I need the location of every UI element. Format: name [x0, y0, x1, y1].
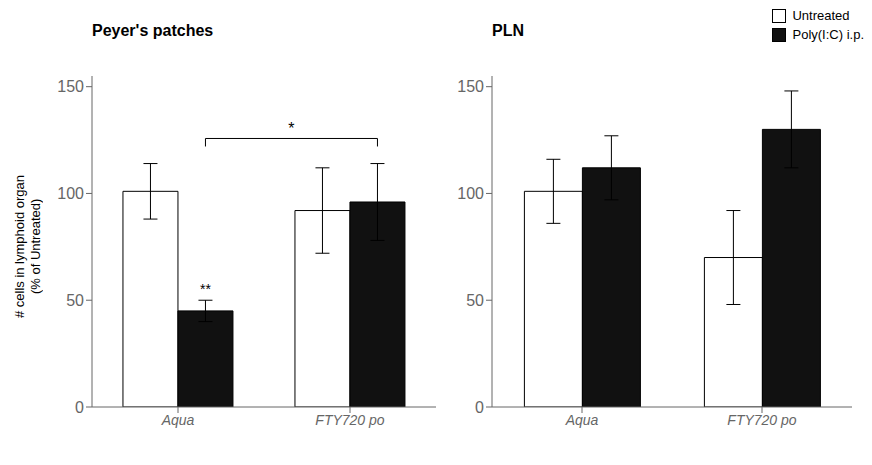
html-text:Untreated: Untreated — [792, 8, 850, 23]
html-text:Poly(I:C) i.p.: Poly(I:C) i.p. — [792, 27, 864, 42]
svg-text:FTY720 po: FTY720 po — [727, 412, 796, 428]
svg-text:**: ** — [200, 281, 211, 297]
svg-text:150: 150 — [57, 78, 84, 95]
svg-text:150: 150 — [457, 78, 484, 95]
svg-text:50: 50 — [66, 292, 84, 309]
svg-text:Aqua: Aqua — [161, 412, 195, 428]
html-text:# cells in lymphoid organ (% o: # cells in lymphoid organ (% of Untreate… — [12, 175, 43, 319]
svg-text:FTY720 po: FTY720 po — [315, 412, 384, 428]
svg-text:100: 100 — [457, 185, 484, 202]
html-text:Peyer's patches: Peyer's patches — [92, 22, 214, 39]
svg-text:100: 100 — [57, 185, 84, 202]
svg-text:0: 0 — [75, 399, 84, 416]
html-text:PLN: PLN — [492, 22, 524, 39]
svg-text:*: * — [288, 120, 294, 137]
svg-text:0: 0 — [475, 399, 484, 416]
svg-text:Aqua: Aqua — [565, 412, 599, 428]
svg-text:50: 50 — [466, 292, 484, 309]
